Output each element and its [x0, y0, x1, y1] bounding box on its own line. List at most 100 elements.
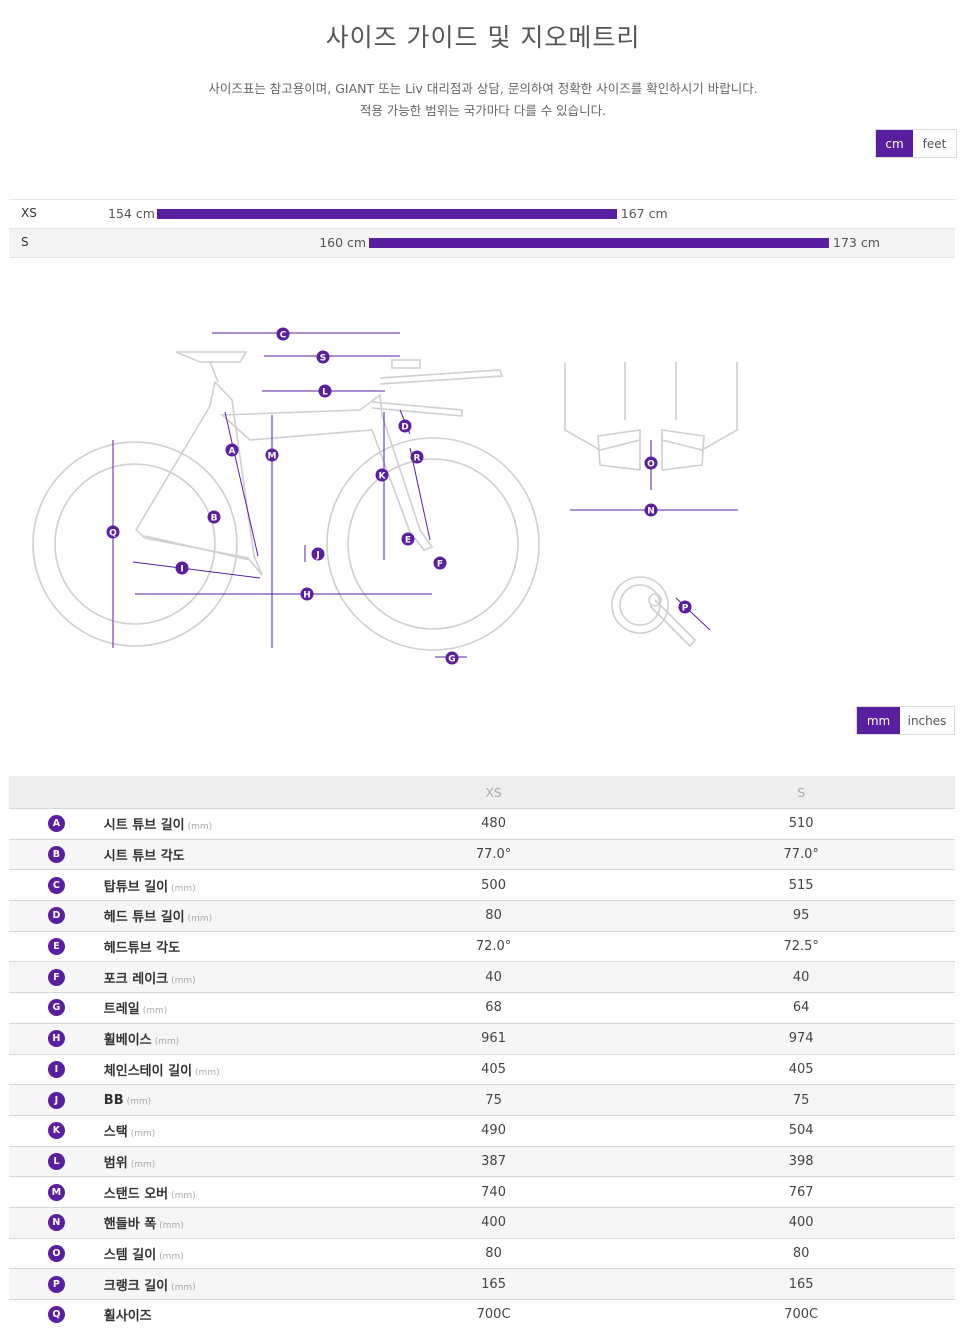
diagram-badge-letter: S	[320, 354, 326, 364]
row-label: 체인스테이 길이 (mm)	[103, 1053, 340, 1085]
diagram-badge-letter: F	[437, 560, 443, 570]
diagram-badge-h: H	[300, 587, 314, 601]
diagram-badge-letter: J	[315, 551, 319, 561]
table-row: P 크랭크 길이 (mm) 165 165	[9, 1268, 955, 1300]
measurement-unit: (mm)	[130, 1129, 156, 1140]
value-xs: 740	[339, 1176, 648, 1208]
table-row: H 휠베이스 (mm) 961 974	[9, 1022, 955, 1054]
row-label: 시트 튜브 각도	[103, 838, 340, 870]
height-range-bar	[157, 209, 617, 219]
measurement-unit: (mm)	[171, 883, 196, 894]
table-row: I 체인스테이 길이 (mm) 405 405	[9, 1053, 955, 1085]
value-xs: 77.0°	[339, 838, 648, 870]
height-range-bar	[369, 238, 829, 248]
measurement-unit: (mm)	[126, 1096, 152, 1107]
value-xs: 405	[339, 1053, 648, 1085]
diagram-badge-c: C	[276, 327, 290, 341]
diagram-badge-r: R	[410, 450, 424, 464]
value-xs: 165	[339, 1268, 648, 1300]
value-xs: 400	[339, 1206, 648, 1239]
measurement-name: 휠베이스	[103, 1033, 152, 1049]
value-s: 767	[647, 1176, 955, 1208]
value-s: 400	[647, 1206, 955, 1239]
value-xs: 75	[339, 1084, 648, 1116]
measurement-name: 체인스테이 길이	[103, 1063, 193, 1079]
measurement-name: BB	[103, 1092, 124, 1108]
measurement-unit: (mm)	[154, 1037, 180, 1048]
table-row: D 헤드 튜브 길이 (mm) 80 95	[9, 900, 955, 932]
label-badge-icon: G	[47, 999, 65, 1017]
diagram-badge-letter: I	[180, 565, 183, 575]
size-label: XS	[21, 206, 37, 220]
row-badge: M	[9, 1176, 104, 1208]
table-row: M 스탠드 오버 (mm) 740 767	[9, 1176, 955, 1208]
diagram-badge-letter: E	[405, 536, 411, 546]
min-height-label: 160 cm	[319, 235, 367, 250]
geometry-diagram: A B C D E F G H I J K L M N O P Q R S	[32, 327, 738, 665]
measurement-name: 시트 튜브 길이	[103, 818, 185, 834]
diagram-badge-letter: D	[401, 423, 408, 433]
row-badge: E	[9, 930, 104, 962]
max-height-label: 167 cm	[620, 206, 668, 221]
row-badge: A	[9, 808, 104, 840]
row-label: 스템 길이 (mm)	[103, 1237, 340, 1269]
unit-mm-button[interactable]: mm	[857, 707, 900, 734]
diagram-badge-n: N	[644, 503, 658, 517]
diagram-badge-letter: P	[682, 604, 689, 614]
measurement-unit: (mm)	[159, 1251, 184, 1262]
row-badge: L	[9, 1145, 104, 1177]
size-row-s: S 160 cm 173 cm	[9, 228, 955, 258]
table-header-row: XS S	[9, 776, 955, 809]
diagram-badge-letter: N	[647, 507, 655, 517]
column-header-xs: XS	[339, 776, 648, 809]
max-height-label: 173 cm	[833, 235, 880, 250]
value-s: 700C	[647, 1298, 955, 1330]
measurement-name: 크랭크 길이	[103, 1278, 169, 1294]
value-s: 974	[647, 1022, 955, 1054]
intro-text: 사이즈표는 참고용이며, GIANT 또는 Liv 대리점과 상담, 문의하여 …	[0, 78, 966, 122]
geometry-table: XS S A 시트 튜브 길이 (mm) 480 510 B 시트 튜브 각도 77.0° 77…	[9, 776, 955, 1330]
label-badge-icon: K	[47, 1122, 65, 1140]
row-badge: J	[9, 1084, 104, 1116]
diagram-badge-i: I	[175, 561, 189, 575]
label-badge-icon: J	[47, 1091, 65, 1109]
value-xs: 480	[339, 808, 648, 840]
label-badge-icon: Q	[47, 1306, 65, 1324]
table-row: G 트레일 (mm) 68 64	[9, 992, 955, 1024]
row-label: 포크 레이크 (mm)	[103, 961, 340, 993]
value-s: 398	[647, 1145, 955, 1177]
measurement-name: 탑튜브 길이	[103, 879, 169, 895]
measurement-name: 포크 레이크	[103, 971, 169, 987]
table-row: N 핸들바 폭 (mm) 400 400	[9, 1206, 955, 1239]
measurement-unit: (mm)	[130, 1159, 156, 1170]
diagram-badge-letter: K	[379, 472, 387, 482]
measurement-name: 범위	[103, 1155, 128, 1171]
label-badge-icon: C	[47, 876, 65, 894]
row-label: 크랭크 길이 (mm)	[103, 1268, 340, 1300]
intro-line-1: 사이즈표는 참고용이며, GIANT 또는 Liv 대리점과 상담, 문의하여 …	[208, 81, 758, 96]
diagram-badge-j: J	[311, 547, 325, 561]
value-xs: 80	[339, 1237, 648, 1269]
row-label: 헤드 튜브 길이 (mm)	[103, 900, 340, 932]
row-badge: G	[9, 992, 104, 1024]
row-label: 핸들바 폭 (mm)	[103, 1206, 340, 1239]
label-badge-icon: E	[47, 938, 65, 956]
diagram-badge-a: A	[225, 443, 239, 457]
row-badge: D	[9, 900, 104, 932]
unit-inches-button[interactable]: inches	[900, 707, 954, 734]
unit-feet-button[interactable]: feet	[913, 130, 956, 157]
row-label: 휠베이스 (mm)	[103, 1022, 340, 1054]
value-s: 510	[647, 808, 955, 840]
measurement-unit: (mm)	[159, 1221, 184, 1232]
diagram-badge-letter: C	[280, 331, 287, 341]
label-badge-icon: B	[47, 846, 65, 864]
diagram-badge-g: G	[445, 651, 459, 665]
measurement-unit: (mm)	[187, 822, 213, 833]
row-label: 범위 (mm)	[103, 1145, 340, 1177]
min-height-label: 154 cm	[108, 206, 155, 221]
measurement-name: 트레일	[103, 1002, 140, 1018]
column-header-s: S	[647, 776, 955, 809]
measurement-unit: (mm)	[171, 1282, 196, 1293]
unit-cm-button[interactable]: cm	[876, 130, 913, 157]
row-badge: B	[9, 838, 104, 870]
